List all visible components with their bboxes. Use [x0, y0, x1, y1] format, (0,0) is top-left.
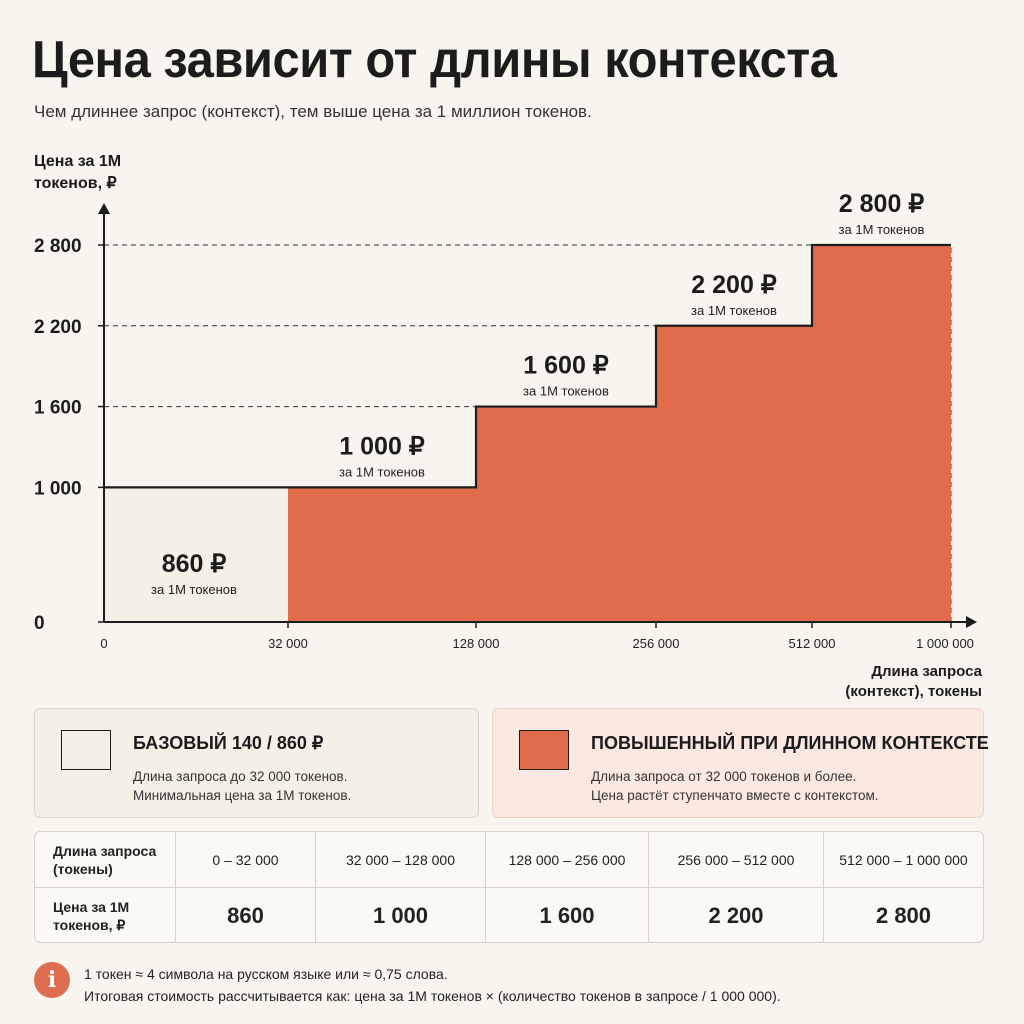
x-tick-label: 32 000	[268, 636, 308, 651]
step-price-chart: Цена за 1М токенов, ₽ 0 1 000 1 600 2 200 2 8…	[34, 153, 983, 700]
data-label-value: 2 800 ₽	[839, 190, 925, 218]
y-tick-label: 2 800	[34, 236, 82, 257]
data-label-value: 1 000 ₽	[339, 432, 425, 460]
table-cell-range: 32 000 – 128 000	[315, 832, 485, 887]
table-header-range: Длина запроса (токены)	[53, 842, 157, 877]
x-tick-label: 128 000	[453, 636, 500, 651]
data-label-value: 2 200 ₽	[691, 271, 777, 299]
legend-base-line1: Длина запроса до 32 000 токенов.	[133, 769, 348, 784]
table-row-prices: Цена за 1М токенов, ₽ 860 1 000 1 600 2 …	[35, 887, 983, 942]
table-cell-price: 1 000	[315, 888, 485, 942]
legend-high-description: Длина запроса от 32 000 токенов и более.…	[591, 767, 879, 805]
legend-high-swatch	[519, 730, 569, 770]
bar-high	[812, 245, 951, 622]
bar-high	[476, 406, 656, 622]
page-title: Цена зависит от длины контекста	[32, 31, 837, 89]
table-cell-range: 512 000 – 1 000 000	[823, 832, 983, 887]
info-note-line2: Итоговая стоимость рассчитывается как: ц…	[84, 988, 781, 1004]
y-axis-label: Цена за 1М токенов, ₽	[34, 153, 121, 192]
page-subtitle: Чем длиннее запрос (контекст), тем выше …	[34, 102, 592, 121]
y-tick-label: 0	[34, 613, 45, 634]
price-table: Длина запроса (токены) 0 – 32 000 32 000…	[34, 831, 984, 943]
table-cell-price: 1 600	[485, 888, 648, 942]
legend-high-line1: Длина запроса от 32 000 токенов и более.	[591, 769, 857, 784]
legend-base-card: БАЗОВЫЙ 140 / 860 ₽ Длина запроса до 32 …	[34, 708, 479, 818]
x-axis-arrow	[966, 616, 977, 628]
x-tick-label: 512 000	[789, 636, 836, 651]
x-tick-label: 1 000 000	[916, 636, 974, 651]
info-note-line1: 1 токен ≈ 4 символа на русском языке или…	[84, 966, 448, 982]
table-cell-price: 2 800	[823, 888, 983, 942]
step-bars	[104, 245, 951, 622]
data-label-value: 860 ₽	[162, 550, 227, 578]
legend-high-card: ПОВЫШЕННЫЙ ПРИ ДЛИННОМ КОНТЕКСТЕ Длина з…	[492, 708, 989, 818]
table-cell-price: 860	[175, 888, 315, 942]
table-cell-price: 2 200	[648, 888, 823, 942]
x-tick-labels: 0 32 000 128 000 256 000 512 000 1 000 000	[100, 622, 974, 651]
data-label-unit: за 1М токенов	[839, 222, 925, 237]
table-row-ranges: Длина запроса (токены) 0 – 32 000 32 000…	[35, 832, 983, 887]
step-outline	[104, 243, 951, 489]
y-axis-arrow	[98, 203, 110, 214]
data-label-value: 1 600 ₽	[523, 352, 609, 380]
y-tick-label: 2 200	[34, 317, 82, 338]
y-axis-label-line: токенов, ₽	[34, 175, 117, 192]
table-cell-range: 128 000 – 256 000	[485, 832, 648, 887]
legend-high-line2: Цена растёт ступенчато вместе с контекст…	[591, 788, 879, 803]
axes	[98, 203, 977, 628]
y-axis-label-line: Цена за 1М	[34, 153, 121, 170]
bar-base	[104, 487, 288, 622]
info-notes: 1 токен ≈ 4 символа на русском языке или…	[84, 963, 781, 1007]
x-tick-label: 0	[100, 636, 107, 651]
table-cell-range: 0 – 32 000	[175, 832, 315, 887]
y-tick-labels: 0 1 000 1 600 2 200 2 800	[34, 236, 104, 634]
table-header-price: Цена за 1М токенов, ₽	[53, 898, 130, 933]
legend-base-line2: Минимальная цена за 1М токенов.	[133, 788, 352, 803]
data-labels: 860 ₽ за 1М токенов 1 000 ₽ за 1М токенов 1 …	[151, 190, 924, 597]
legend-base-title: БАЗОВЫЙ 140 / 860 ₽	[133, 733, 324, 753]
data-label-unit: за 1М токенов	[523, 384, 609, 399]
y-tick-label: 1 600	[34, 398, 82, 419]
data-label-unit: за 1М токенов	[339, 464, 425, 479]
bar-high	[656, 325, 812, 622]
x-axis-label-line: Длина запроса	[871, 663, 982, 680]
x-tick-label: 256 000	[633, 636, 680, 651]
data-label-unit: за 1М токенов	[151, 582, 237, 597]
legend-high-title: ПОВЫШЕННЫЙ ПРИ ДЛИННОМ КОНТЕКСТЕ	[591, 733, 989, 753]
step-line	[104, 243, 951, 489]
info-icon: i	[34, 962, 70, 998]
bar-high	[288, 487, 476, 622]
x-axis-label: Длина запроса (контекст), токены	[845, 663, 982, 700]
legend-base-description: Длина запроса до 32 000 токенов. Минимал…	[133, 767, 351, 805]
data-label-unit: за 1М токенов	[691, 303, 777, 318]
x-axis-label-line: (контекст), токены	[845, 683, 982, 700]
table-cell-range: 256 000 – 512 000	[648, 832, 823, 887]
legend-base-swatch	[61, 730, 111, 770]
y-tick-label: 1 000	[34, 478, 82, 499]
